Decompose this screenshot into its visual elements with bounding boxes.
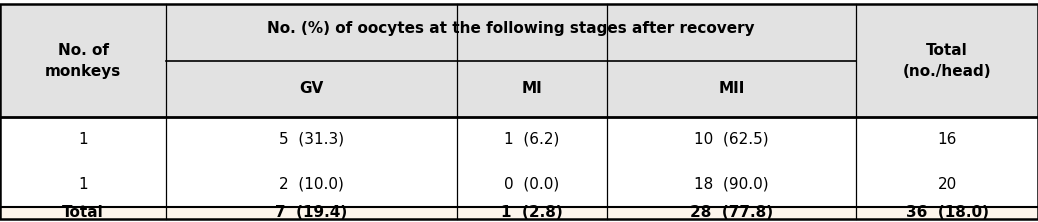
Text: 7  (19.4): 7 (19.4)	[275, 205, 348, 220]
Text: 20: 20	[937, 177, 957, 192]
Text: 2  (10.0): 2 (10.0)	[279, 177, 344, 192]
Text: Total: Total	[62, 205, 104, 220]
Text: 16: 16	[937, 132, 957, 147]
Text: 28  (77.8): 28 (77.8)	[690, 205, 773, 220]
Text: Total
(no./head): Total (no./head)	[902, 43, 991, 79]
Text: MII: MII	[718, 81, 745, 96]
Text: No. of
monkeys: No. of monkeys	[45, 43, 121, 79]
Text: 36  (18.0): 36 (18.0)	[906, 205, 988, 220]
Text: 0  (0.0): 0 (0.0)	[504, 177, 559, 192]
Text: 1: 1	[78, 177, 88, 192]
Text: 5  (31.3): 5 (31.3)	[279, 132, 344, 147]
Bar	[0, 207, 1038, 219]
Text: 1: 1	[78, 132, 88, 147]
Text: GV: GV	[299, 81, 324, 96]
Text: 1  (2.8): 1 (2.8)	[501, 205, 563, 220]
Text: 10  (62.5): 10 (62.5)	[694, 132, 769, 147]
Text: 1  (6.2): 1 (6.2)	[504, 132, 559, 147]
Bar	[0, 4, 1038, 117]
Text: MI: MI	[522, 81, 542, 96]
Bar	[0, 162, 1038, 207]
Bar	[0, 117, 1038, 162]
Text: 18  (90.0): 18 (90.0)	[694, 177, 769, 192]
Text: No. (%) of oocytes at the following stages after recovery: No. (%) of oocytes at the following stag…	[268, 21, 755, 36]
